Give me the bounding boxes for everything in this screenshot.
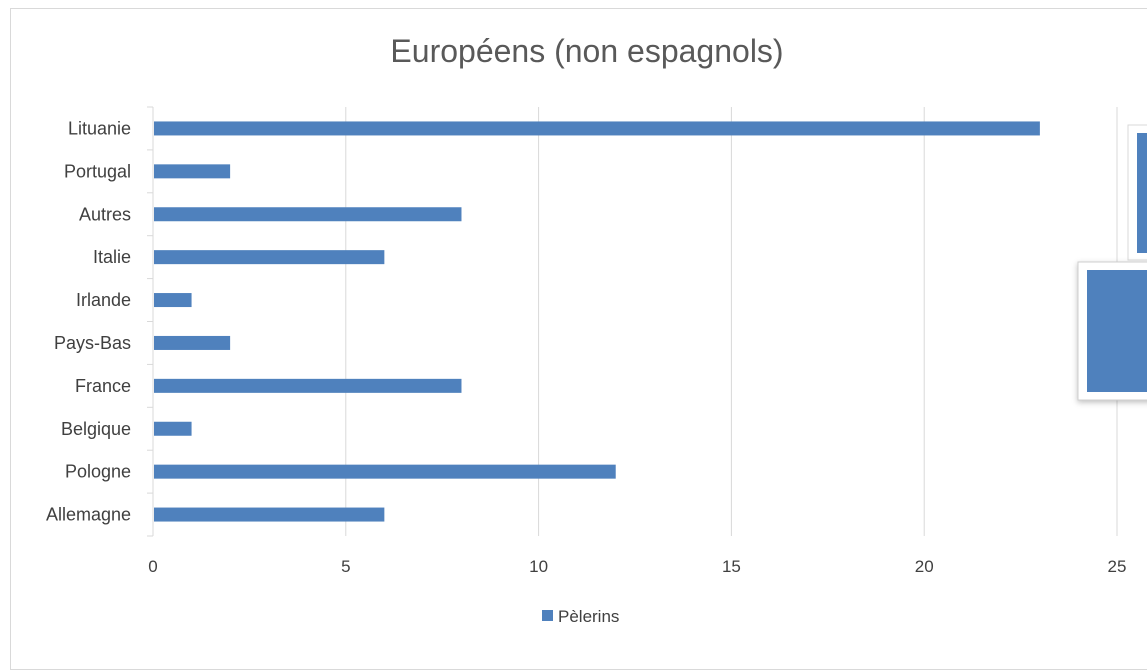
callout-fill-lower xyxy=(1087,270,1147,392)
bar-belgique xyxy=(154,421,192,436)
bar-pays-bas xyxy=(154,335,231,350)
category-label-portugal: Portugal xyxy=(64,161,131,181)
bars xyxy=(154,121,1040,522)
callout-fill-upper xyxy=(1137,133,1147,253)
bar-lituanie xyxy=(154,121,1040,136)
category-label-france: France xyxy=(75,376,131,396)
x-tick-label-0: 0 xyxy=(148,557,157,576)
x-tick-label-10: 10 xyxy=(529,557,548,576)
bar-italie xyxy=(154,250,385,265)
x-tick-label-5: 5 xyxy=(341,557,350,576)
category-label-pologne: Pologne xyxy=(65,462,131,482)
category-label-italie: Italie xyxy=(93,247,131,267)
bar-irlande xyxy=(154,293,192,308)
category-axis: Lituanie Portugal Autres Italie Irlande Pays-… xyxy=(46,106,154,537)
legend: Pèlerins xyxy=(542,607,619,626)
chart-title: Européens (non espagnols) xyxy=(390,33,783,69)
category-label-irlande: Irlande xyxy=(76,290,131,310)
bar-portugal xyxy=(154,164,231,179)
overlay-callout xyxy=(1077,124,1147,401)
bar-france xyxy=(154,378,462,393)
x-tick-label-20: 20 xyxy=(915,557,934,576)
legend-label: Pèlerins xyxy=(558,607,619,626)
category-label-pays-bas: Pays-Bas xyxy=(54,333,131,353)
legend-swatch xyxy=(542,610,553,621)
value-axis-ticks: 0 5 10 15 20 25 xyxy=(148,557,1126,576)
category-label-allemagne: Allemagne xyxy=(46,505,131,525)
category-label-lituanie: Lituanie xyxy=(68,118,131,138)
bar-pologne xyxy=(154,464,616,479)
bar-allemagne xyxy=(154,507,385,522)
category-label-autres: Autres xyxy=(79,204,131,224)
x-tick-label-25: 25 xyxy=(1108,557,1127,576)
bar-chart: Européens (non espagnols) Lituanie Portug… xyxy=(46,33,1147,626)
x-tick-label-15: 15 xyxy=(722,557,741,576)
bar-autres xyxy=(154,207,462,222)
category-label-belgique: Belgique xyxy=(61,419,131,439)
